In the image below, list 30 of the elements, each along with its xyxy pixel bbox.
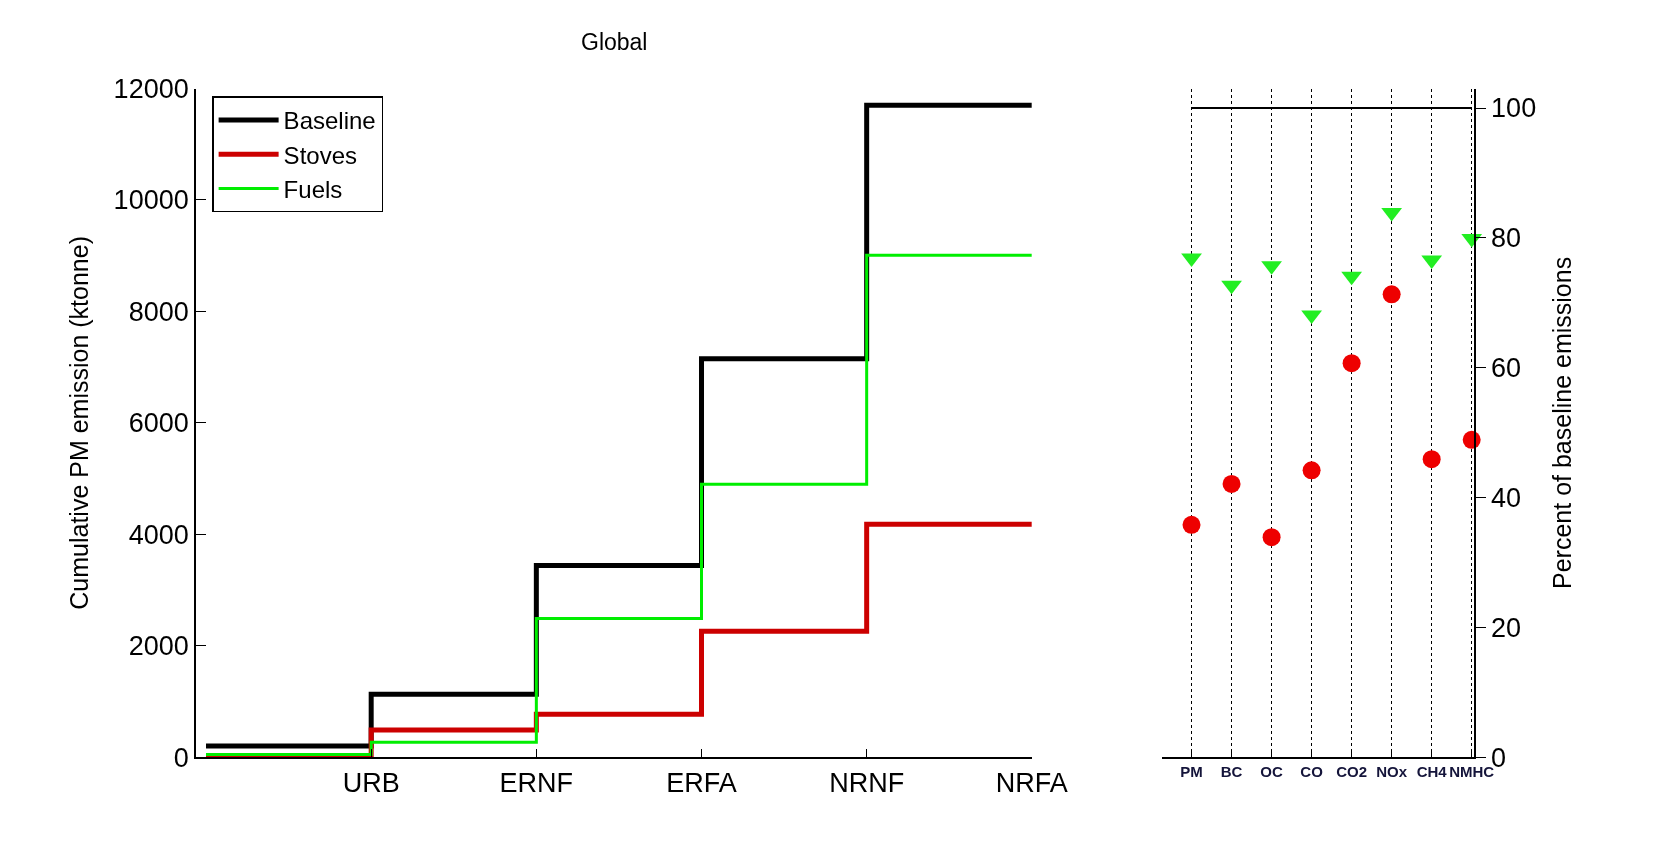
y-tick-label: 100: [1491, 93, 1537, 124]
x-tick-label: NOx: [1376, 763, 1408, 781]
y-tick-label: 60: [1491, 353, 1522, 384]
y-axis-title: Cumulative PM emission (ktonne): [64, 236, 93, 610]
y-tick-label: 12000: [113, 73, 189, 104]
x-tick-label: NRNF: [829, 767, 905, 798]
x-tick-label: ERNF: [499, 767, 574, 798]
y-tick-label: 8000: [128, 296, 189, 327]
x-tick-label: ERFA: [666, 767, 737, 798]
y-tick-label: 2000: [128, 631, 189, 662]
legend-label: Stoves: [283, 141, 357, 169]
y-tick-label: 4000: [128, 519, 189, 550]
legend-label: Baseline: [283, 107, 376, 135]
x-tick-label: PM: [1180, 763, 1203, 781]
x-tick-label: BC: [1220, 763, 1243, 781]
x-tick-label: CH4: [1416, 763, 1448, 781]
y-tick-label: 20: [1491, 612, 1522, 643]
legend-label: Fuels: [283, 175, 343, 203]
x-tick-label: NRFA: [995, 767, 1068, 798]
x-tick-label: URB: [342, 767, 400, 798]
y-tick-label: 40: [1491, 482, 1522, 513]
x-tick-label: CO2: [1336, 763, 1368, 781]
x-tick-label: OC: [1260, 763, 1283, 781]
y-axis-title: Percent of baseline emissions: [1547, 256, 1576, 589]
chart-title: Global: [581, 29, 648, 55]
y-tick-label: 80: [1491, 223, 1522, 254]
y-tick-label: 10000: [113, 185, 189, 216]
y-tick-label: 6000: [128, 408, 189, 439]
x-tick-label: CO: [1300, 763, 1324, 781]
y-tick-label: 0: [173, 742, 189, 773]
